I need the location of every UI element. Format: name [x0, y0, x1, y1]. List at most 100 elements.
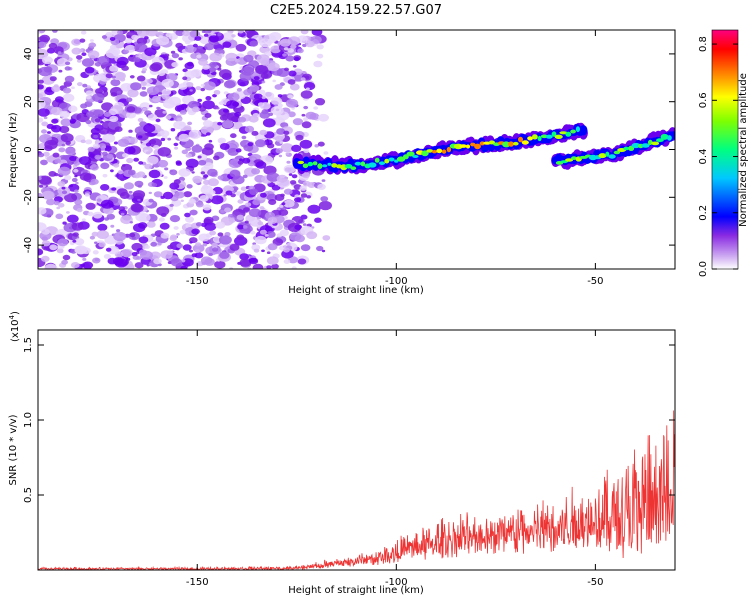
noise-blob	[175, 30, 185, 37]
noise-blob	[228, 214, 232, 217]
noise-blob	[150, 241, 158, 247]
noise-blob	[163, 99, 176, 109]
noise-blob	[262, 118, 276, 128]
noise-blob	[71, 222, 84, 231]
noise-blob	[84, 66, 95, 74]
noise-blob	[141, 56, 147, 61]
noise-blob	[62, 93, 75, 103]
noise-blob	[38, 176, 42, 181]
noise-blob	[96, 230, 110, 240]
noise-blob	[133, 107, 142, 114]
noise-blob	[85, 90, 94, 96]
noise-blob	[152, 95, 161, 103]
noise-blob	[128, 190, 133, 194]
ridge-peak	[575, 126, 581, 133]
noise-blob	[235, 43, 247, 52]
noise-blob	[290, 44, 297, 50]
noise-blob	[126, 257, 131, 261]
noise-blob	[244, 125, 255, 133]
noise-blob	[292, 118, 303, 126]
noise-blob	[105, 247, 112, 252]
noise-blob	[200, 125, 214, 135]
noise-blob	[54, 158, 61, 164]
spectrogram-ylabel: Frequency (Hz)	[8, 112, 19, 188]
noise-blob	[144, 163, 153, 170]
noise-blob	[78, 156, 92, 166]
ridge-peak	[570, 129, 576, 134]
ridge-peak	[537, 135, 542, 142]
noise-blob	[48, 42, 58, 49]
noise-blob	[189, 89, 193, 92]
noise-blob	[117, 169, 124, 175]
noise-blob	[307, 204, 321, 214]
ridge-secondary-peak	[608, 154, 616, 159]
noise-blob	[271, 184, 281, 191]
noise-blob	[185, 216, 194, 223]
noise-blob	[57, 238, 69, 247]
noise-blob	[294, 197, 302, 203]
noise-blob	[38, 193, 43, 198]
noise-blob	[179, 110, 187, 115]
noise-blob	[65, 147, 76, 155]
ridge-peak	[551, 131, 557, 137]
noise-blob	[195, 86, 202, 91]
noise-blob	[153, 191, 163, 198]
noise-blob	[212, 247, 219, 252]
noise-blob	[231, 139, 236, 143]
noise-blob	[109, 115, 119, 123]
y-tick-label: 0	[23, 146, 34, 152]
noise-blob	[62, 87, 72, 94]
noise-blob	[58, 69, 63, 73]
noise-blob	[71, 38, 82, 46]
noise-blob	[291, 174, 298, 179]
noise-blob	[161, 88, 172, 96]
noise-blob	[142, 67, 148, 72]
noise-blob	[92, 257, 101, 264]
ridge-peak	[388, 157, 395, 162]
noise-blob	[57, 51, 62, 55]
noise-blob	[151, 54, 155, 58]
noise-blob	[263, 35, 270, 40]
noise-blob	[320, 196, 329, 202]
noise-blob	[178, 168, 191, 177]
noise-blob	[92, 250, 99, 255]
noise-blob	[156, 206, 170, 216]
noise-blob	[293, 56, 300, 62]
noise-blob	[196, 54, 202, 59]
noise-blob	[62, 254, 71, 261]
noise-blob	[248, 115, 259, 123]
noise-blob	[105, 73, 113, 79]
noise-blob	[318, 113, 329, 122]
noise-blob	[131, 34, 139, 40]
noise-blob	[43, 116, 48, 120]
noise-blob	[188, 198, 196, 204]
noise-blob	[62, 221, 67, 225]
noise-blob	[38, 184, 44, 188]
noise-blob	[288, 70, 297, 77]
noise-blob	[101, 35, 108, 39]
noise-blob	[114, 72, 126, 80]
noise-blob	[126, 111, 136, 119]
noise-blob	[146, 78, 153, 84]
noise-blob	[113, 163, 120, 168]
noise-blob	[98, 242, 106, 248]
noise-blob	[66, 214, 79, 223]
noise-blob	[160, 213, 167, 217]
ridge-peak	[297, 160, 305, 165]
noise-blob	[283, 188, 293, 195]
noise-blob	[125, 38, 133, 44]
noise-blob	[316, 53, 324, 59]
noise-blob	[209, 35, 219, 43]
noise-blob	[217, 232, 224, 237]
noise-blob	[203, 120, 213, 128]
ridge-peak	[412, 155, 419, 158]
x-tick-label: -50	[587, 577, 603, 588]
noise-blob	[268, 199, 277, 205]
ridge-secondary-peak	[598, 153, 607, 159]
noise-blob	[251, 130, 259, 136]
noise-blob	[79, 38, 86, 43]
noise-blob	[171, 199, 182, 207]
ridge-peak	[378, 161, 386, 165]
noise-blob	[80, 139, 86, 144]
noise-blob	[137, 135, 143, 139]
